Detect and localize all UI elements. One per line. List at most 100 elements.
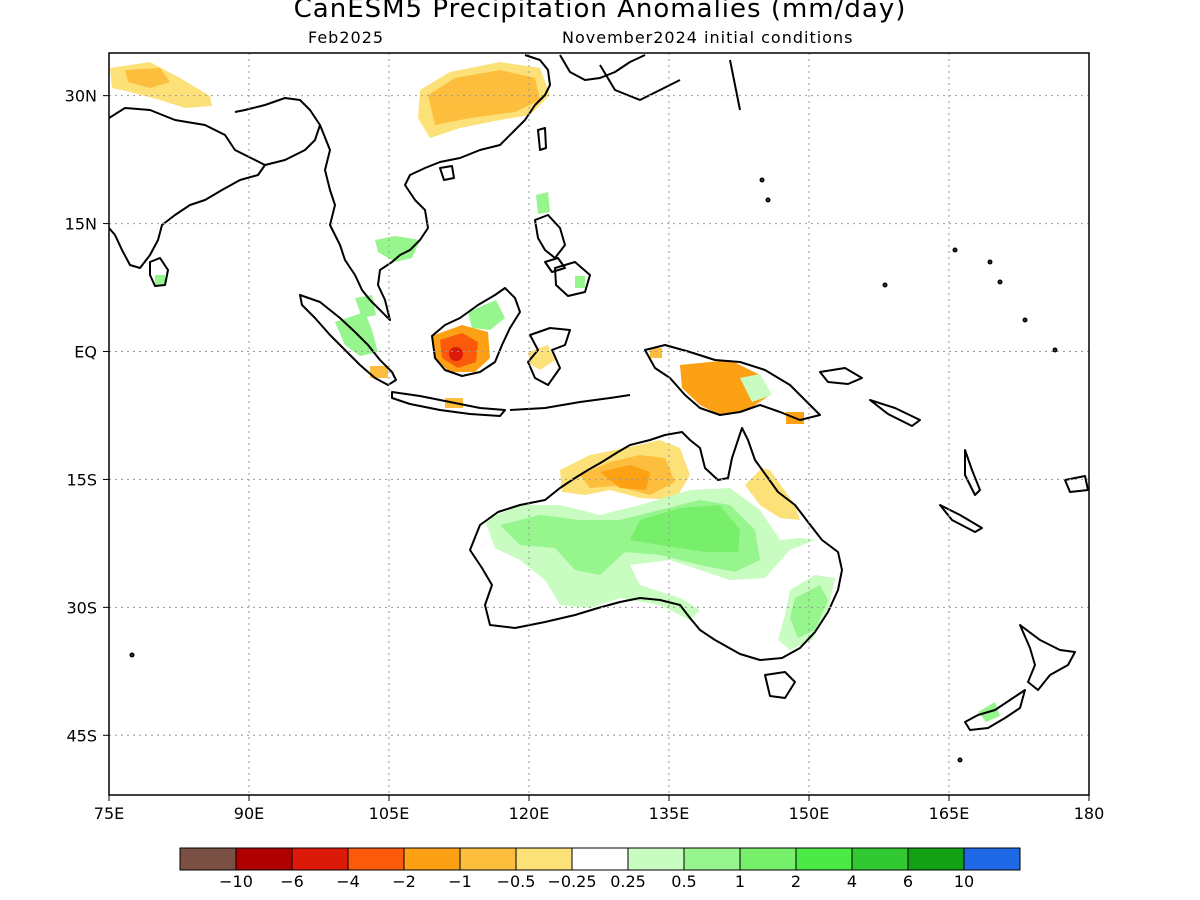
colorbar-label: −2 [392, 872, 416, 891]
colorbar-label: −10 [219, 872, 253, 891]
coast-australia [469, 427, 843, 661]
anomaly-wet-sri-lanka [155, 275, 165, 285]
anomaly-dry-new-guinea [680, 360, 770, 415]
coast-sri-lanka [149, 257, 169, 287]
coast-ryukyu [729, 59, 741, 111]
coast-tasmania [764, 671, 796, 699]
chart-title: CanESM5 Precipitation Anomalies (mm/day) [293, 0, 907, 24]
coast-new-guinea [644, 344, 821, 421]
tick-label-lat: EQ [74, 343, 97, 362]
coast-malay [369, 54, 551, 321]
coast-micronesia-2 [987, 259, 993, 265]
coast-new-britain [819, 367, 863, 385]
anomaly-dry-sumatra-south [370, 366, 388, 378]
anomaly-fields [110, 62, 1000, 722]
coast-sulawesi [527, 327, 571, 386]
colorbar-swatch [683, 847, 741, 871]
tick-label-lon: 90E [234, 804, 264, 823]
colorbar-swatch [291, 847, 349, 871]
axis-ticks: 75E 90E 105E 120E 135E 150E 165E 180 30N 15N EQ 15S… [65, 87, 1105, 823]
coast-luzon [534, 214, 566, 259]
colorbar-label: −4 [336, 872, 360, 891]
anomaly-dry-north-australia-peak [600, 465, 650, 490]
coast-borneo [431, 287, 521, 377]
coast-mariana-1 [759, 177, 765, 183]
coast-micronesia-3 [997, 279, 1003, 285]
tick-label-lon: 120E [509, 804, 550, 823]
anomaly-dry-queensland [745, 468, 800, 520]
tick-label-lon: 150E [789, 804, 830, 823]
colorbar-swatch [739, 847, 797, 871]
colorbar-swatch [403, 847, 461, 871]
colorbar-swatch [515, 847, 573, 871]
coast-islands-sw [957, 757, 963, 763]
coast-nz-south [964, 689, 1026, 731]
colorbar-swatch [795, 847, 853, 871]
colorbar-label: 0.25 [610, 872, 646, 891]
coast-solomons [869, 399, 921, 427]
coast-fiji [1064, 475, 1089, 493]
colorbar-label: 4 [847, 872, 857, 891]
coast-lesser-sunda [509, 394, 631, 411]
anomaly-dry-northwest-india [110, 62, 212, 108]
coast-japan-islands [599, 64, 681, 101]
coast-micronesia-5 [1022, 317, 1028, 323]
anomaly-dry-south-china-core [428, 70, 540, 125]
anomaly-dry-borneo-peak [449, 347, 463, 361]
colorbar-label: 1 [735, 872, 745, 891]
anomaly-wet-north-borneo [468, 300, 505, 330]
colorbar-label: −6 [280, 872, 304, 891]
map-frame [108, 52, 1090, 796]
coast-micronesia-1 [952, 247, 958, 253]
tick-label-lon: 165E [929, 804, 970, 823]
colorbar-swatch [179, 847, 237, 871]
colorbar-label: 6 [903, 872, 913, 891]
tick-label-lon: 75E [94, 804, 124, 823]
coast-mindanao [554, 261, 591, 297]
colorbar-swatch [347, 847, 405, 871]
colorbar-label: −1 [448, 872, 472, 891]
coast-vanuatu [964, 449, 981, 496]
colorbar-swatch [571, 847, 629, 871]
forecast-month: Feb2025 [308, 28, 385, 47]
gridlines [109, 53, 1089, 795]
tick-label-lat: 45S [66, 726, 97, 745]
colorbar-swatch [907, 847, 965, 871]
colorbar-label: −0.25 [547, 872, 596, 891]
coast-hainan [439, 165, 455, 181]
tick-label-lat: 15S [66, 470, 97, 489]
colorbar-label: 2 [791, 872, 801, 891]
colorbar-label: 0.5 [671, 872, 696, 891]
coast-micronesia-6 [1052, 347, 1058, 353]
colorbar-swatch [627, 847, 685, 871]
colorbar-swatch [851, 847, 909, 871]
tick-label-lat: 15N [65, 215, 97, 234]
colorbar: −10 −6 −4 −2 −1 −0.5 −0.25 0.25 0.5 1 2 4 6 10 [179, 847, 1021, 891]
coast-sumatra [299, 294, 397, 386]
coast-taiwan [537, 127, 547, 151]
anomaly-dry-northwest-india-core [125, 68, 170, 88]
coast-burma [319, 124, 371, 301]
tick-label-lon: 105E [369, 804, 410, 823]
tick-label-lat: 30S [66, 598, 97, 617]
coast-india [109, 107, 266, 269]
anomaly-wet-central-australia-core [630, 505, 740, 552]
coastlines [109, 54, 1089, 763]
colorbar-swatch [459, 847, 517, 871]
anomaly-wet-mindanao [575, 276, 585, 288]
colorbar-swatch [963, 847, 1021, 871]
coast-visayas [544, 257, 566, 273]
colorbar-label: 10 [954, 872, 974, 891]
colorbar-swatch [235, 847, 293, 871]
tick-label-lon: 180 [1074, 804, 1105, 823]
coast-new-caledonia [939, 504, 983, 533]
coast-korea-japan [559, 54, 646, 81]
coast-java [391, 391, 506, 417]
anomaly-wet-new-guinea [740, 374, 772, 402]
coast-micronesia-4 [882, 282, 888, 288]
coast-islands-south [129, 652, 135, 658]
coast-bay-of-bengal-east [234, 97, 321, 166]
coast-mariana-2 [765, 197, 771, 203]
tick-label-lon: 135E [649, 804, 690, 823]
